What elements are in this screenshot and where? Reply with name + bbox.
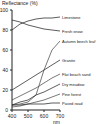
svg-text:700: 700 [56, 113, 65, 119]
svg-text:100: 100 [8, 7, 9, 13]
svg-text:60: 60 [8, 47, 9, 53]
svg-text:Autumn beech leaf: Autumn beech leaf [62, 39, 92, 44]
svg-text:Fresh snow: Fresh snow [62, 29, 83, 34]
svg-text:nm: nm [53, 119, 60, 124]
svg-text:80: 80 [8, 27, 9, 33]
svg-text:Pine forest: Pine forest [62, 92, 82, 97]
svg-text:400: 400 [8, 113, 16, 119]
svg-text:Dry meadow: Dry meadow [62, 82, 85, 87]
svg-text:Flat beach sand: Flat beach sand [62, 72, 90, 77]
svg-text:Limestone: Limestone [62, 15, 81, 20]
svg-text:600: 600 [40, 113, 49, 119]
svg-text:Granite: Granite [62, 58, 76, 63]
html-text:Reflectance (%): Reflectance (%) [2, 0, 38, 6]
svg-text:500: 500 [24, 113, 33, 119]
svg-text:20: 20 [8, 87, 9, 93]
svg-text:40: 40 [8, 67, 9, 73]
svg-text:0: 0 [8, 107, 9, 113]
svg-text:Paved road: Paved road [62, 101, 82, 106]
